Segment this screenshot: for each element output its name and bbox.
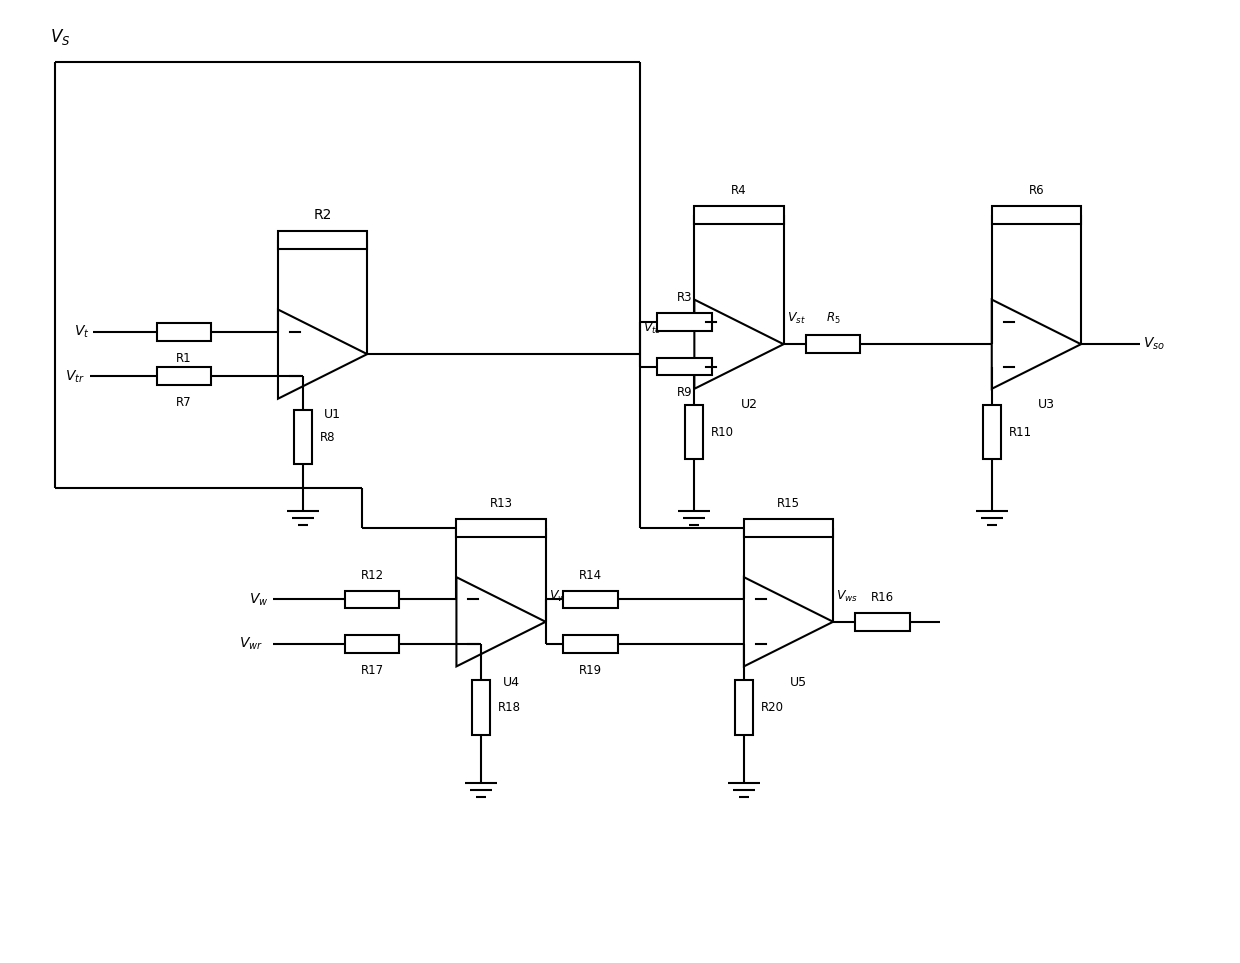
Bar xyxy=(456,519,546,536)
Text: U3: U3 xyxy=(1038,398,1055,411)
Bar xyxy=(657,357,712,376)
Text: U5: U5 xyxy=(790,676,807,689)
Bar xyxy=(992,206,1081,224)
Bar xyxy=(563,636,618,653)
Text: $V_{to}$: $V_{to}$ xyxy=(642,322,662,336)
Bar xyxy=(657,313,712,331)
Bar xyxy=(345,590,399,609)
Bar xyxy=(806,335,861,353)
Text: R11: R11 xyxy=(1008,426,1032,439)
Bar xyxy=(156,368,211,385)
Text: R1: R1 xyxy=(176,351,192,365)
Text: U4: U4 xyxy=(502,676,520,689)
Bar xyxy=(563,590,618,609)
Text: $R_5$: $R_5$ xyxy=(826,311,841,326)
Text: $V_{ws}$: $V_{ws}$ xyxy=(836,588,858,604)
Bar xyxy=(156,323,211,341)
Text: R9: R9 xyxy=(677,386,692,400)
Text: R12: R12 xyxy=(361,568,383,582)
Bar xyxy=(694,206,784,224)
Text: R18: R18 xyxy=(498,701,521,714)
Text: R17: R17 xyxy=(361,664,383,677)
Bar xyxy=(472,680,490,735)
Text: U1: U1 xyxy=(324,408,341,421)
Text: $V_w$: $V_w$ xyxy=(248,591,268,608)
Text: R6: R6 xyxy=(1028,185,1044,197)
Text: $V_S$: $V_S$ xyxy=(50,27,71,47)
Bar xyxy=(345,636,399,653)
Bar xyxy=(278,231,367,249)
Text: R2: R2 xyxy=(314,208,332,222)
Text: R13: R13 xyxy=(490,497,512,509)
Text: R8: R8 xyxy=(320,430,335,444)
Text: R7: R7 xyxy=(176,396,192,409)
Text: R14: R14 xyxy=(579,568,601,582)
Bar xyxy=(744,519,833,536)
Text: $V_{tr}$: $V_{tr}$ xyxy=(64,368,84,384)
Bar xyxy=(983,404,1001,459)
Text: R19: R19 xyxy=(579,664,601,677)
Bar xyxy=(294,410,311,464)
Text: $V_{wr}$: $V_{wr}$ xyxy=(239,636,263,652)
Text: $V_{so}$: $V_{so}$ xyxy=(1143,336,1166,352)
Bar xyxy=(735,680,753,735)
Text: R4: R4 xyxy=(732,185,746,197)
Text: R16: R16 xyxy=(872,591,894,604)
Text: R10: R10 xyxy=(712,426,734,439)
Text: R15: R15 xyxy=(777,497,800,509)
Text: $V_t$: $V_t$ xyxy=(74,324,89,340)
Text: $V_{wo}$: $V_{wo}$ xyxy=(548,588,572,604)
Text: R20: R20 xyxy=(761,701,784,714)
Text: R3: R3 xyxy=(677,291,692,304)
Text: U2: U2 xyxy=(740,398,758,411)
Text: $V_{st}$: $V_{st}$ xyxy=(786,311,805,326)
Bar xyxy=(686,404,703,459)
Bar xyxy=(856,612,910,631)
